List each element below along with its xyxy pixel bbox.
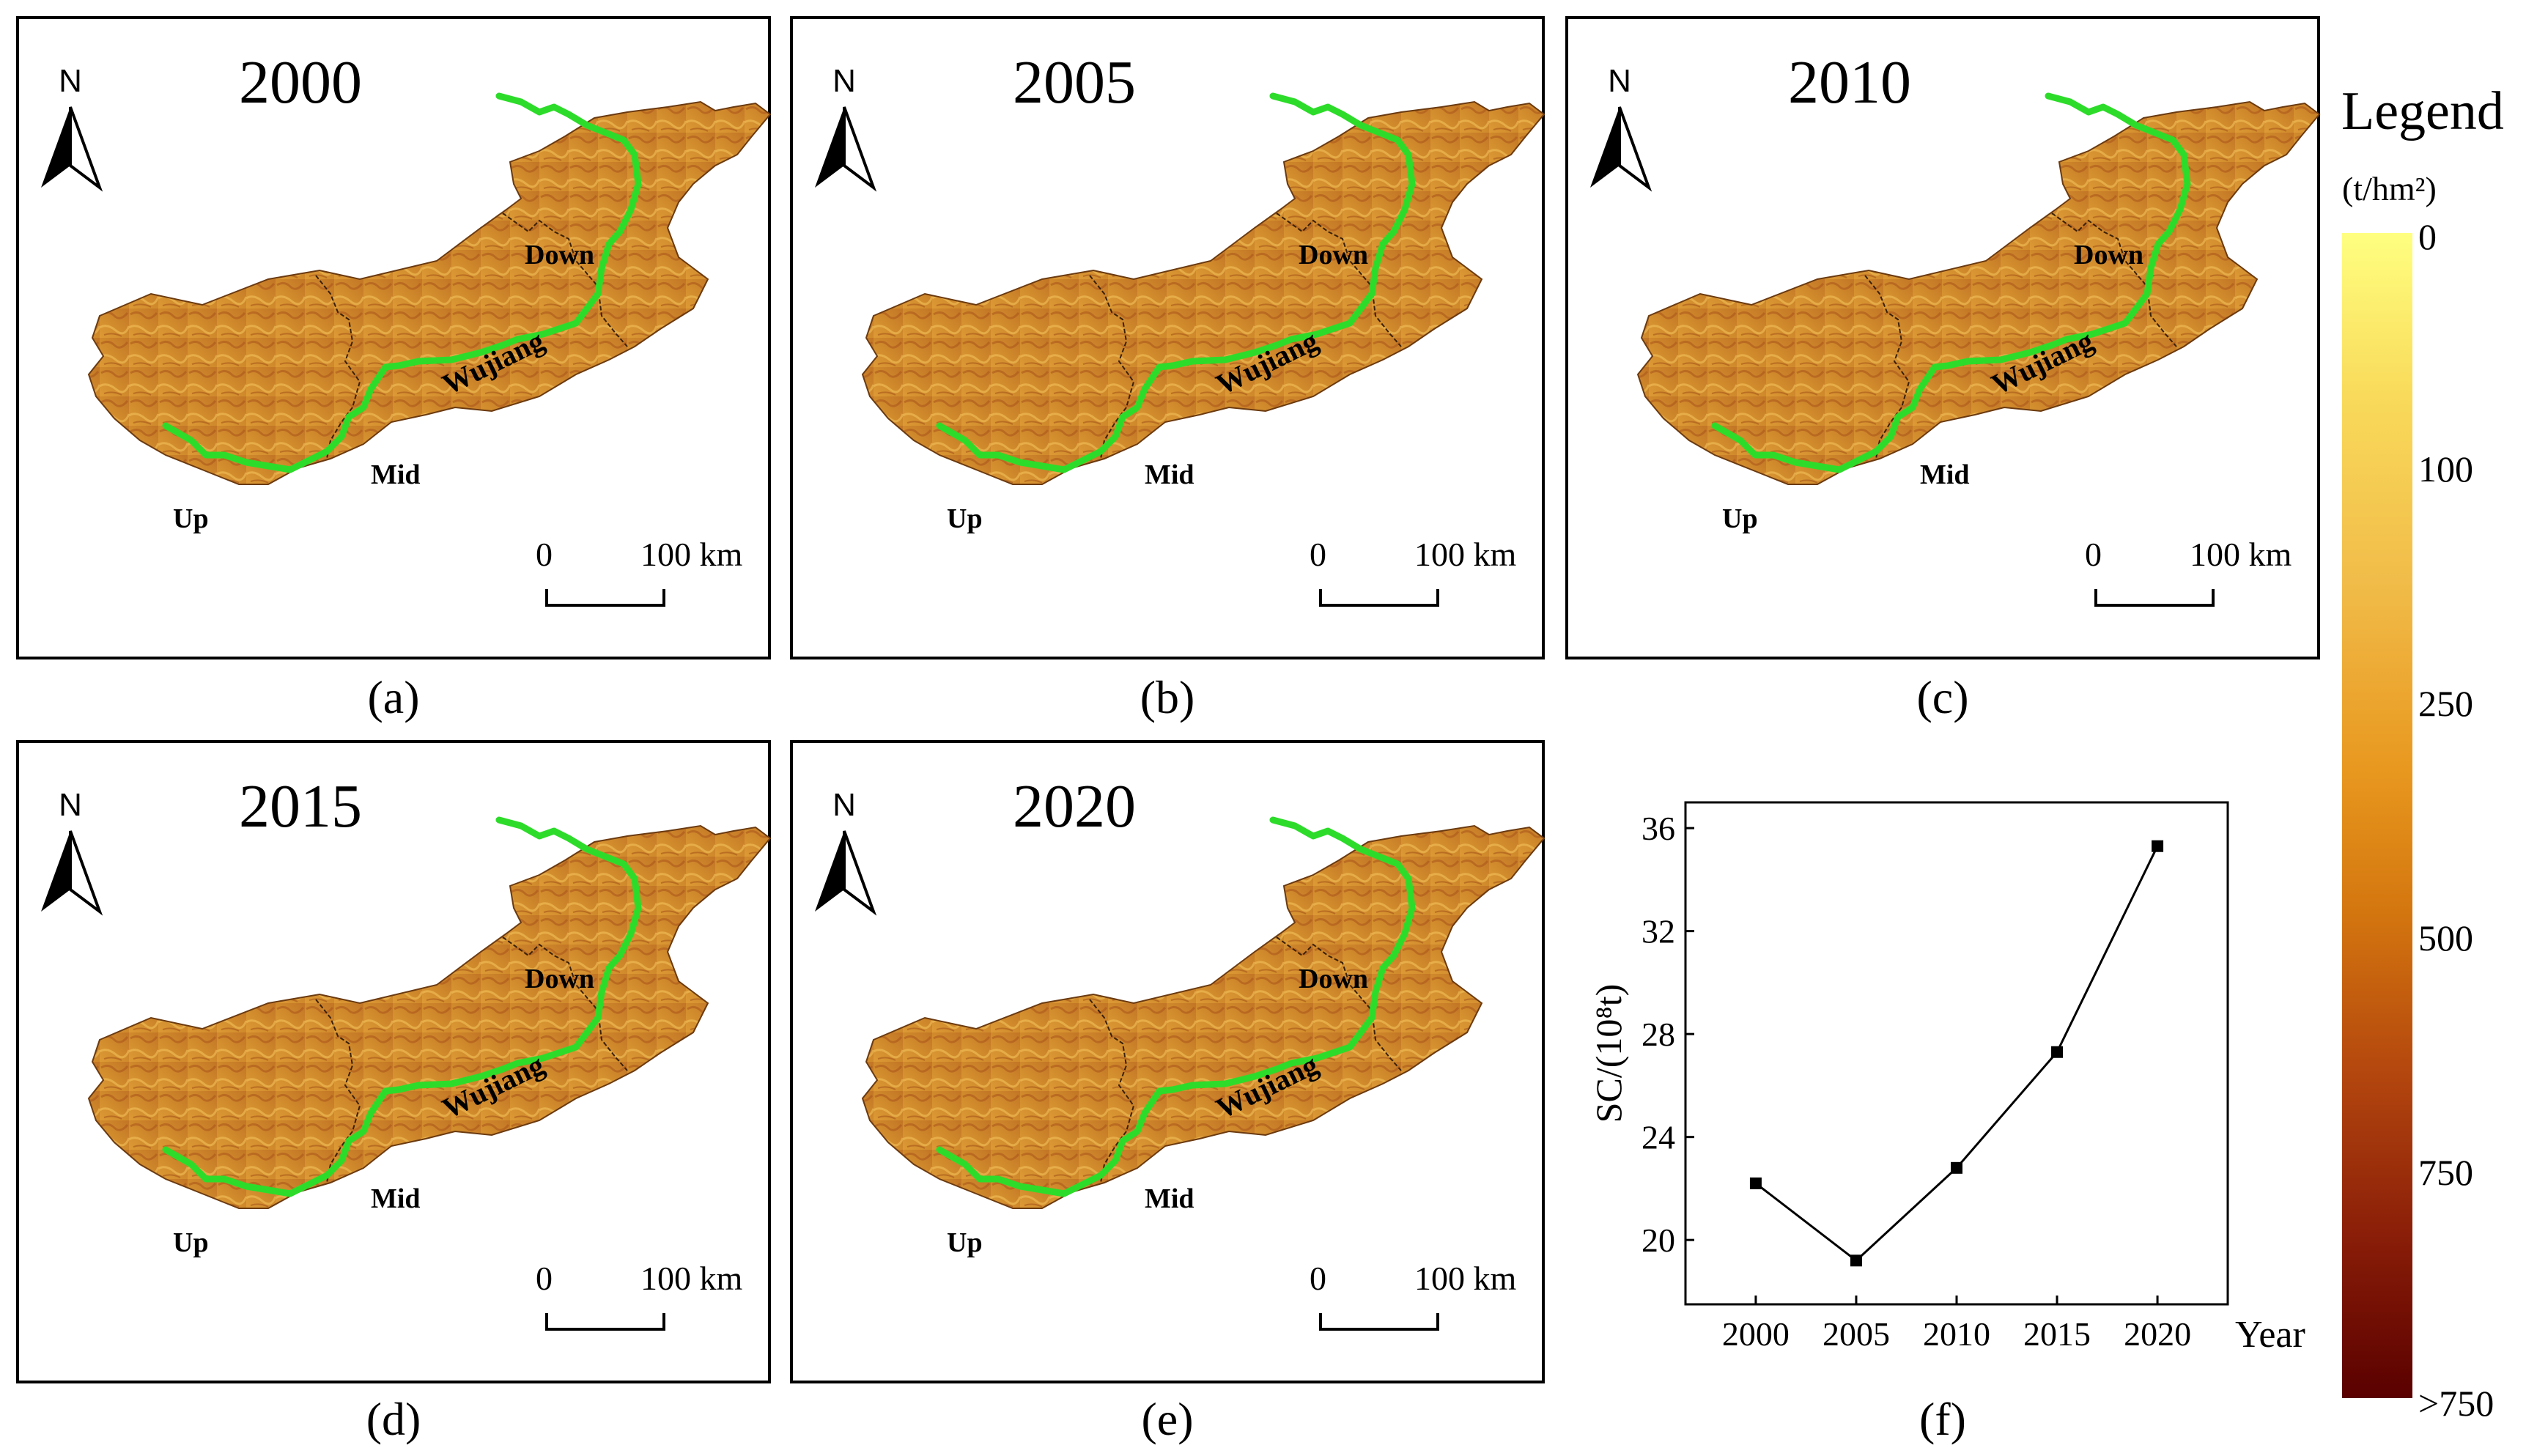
data-point [1850,1254,1862,1267]
scale-line [545,1313,665,1331]
map-year-title: 2020 [1013,772,1136,840]
sc-line-chart: 20 24 28 32 36 2000 2005 2010 2015 2020 Year SC/(10… [1588,801,2305,1356]
label-down: Down [525,240,595,270]
north-arrow-icon [813,829,875,913]
north-arrow-icon [40,106,101,189]
label-down: Down [2074,240,2144,270]
map-panel-2010: N 2010 Down Wujiang Mid Up 0 100 km [1565,16,2320,659]
map-panel-2020: N 2020 Down Wujiang Mid Up 0 100 km [790,740,1545,1383]
x-tick-label: 2000 [1722,1315,1790,1353]
label-mid: Mid [1920,459,1970,490]
scale-zero: 0 [1310,1260,1326,1297]
scale-line [545,589,665,607]
scale-max: 100 km [1414,1260,1517,1297]
north-arrow-icon [1589,106,1650,189]
scale-line [1319,1313,1439,1331]
map-year-title: 2005 [1013,48,1136,117]
label-mid: Mid [371,1183,421,1214]
y-tick-label: 32 [1642,913,1675,950]
x-tick-label: 2020 [2124,1315,2191,1353]
x-axis-label: Year [2235,1314,2305,1356]
scale-bar: 0 100 km [532,1262,767,1350]
scale-zero: 0 [536,536,553,573]
label-mid: Mid [1145,1183,1194,1214]
scale-max: 100 km [640,1260,743,1297]
data-point [2152,840,2164,852]
x-tick-label: 2015 [2023,1315,2091,1353]
north-arrow-icon [40,829,101,913]
plot-frame [1684,801,2229,1306]
scale-zero: 0 [2085,536,2102,573]
map-year-title: 2015 [239,772,362,840]
north-label: N [832,787,856,823]
scale-bar: 0 100 km [2081,538,2316,626]
label-down: Down [1299,240,1369,270]
legend-color-ramp [2342,233,2412,1398]
label-mid: Mid [1145,459,1194,490]
scale-bar: 0 100 km [1306,538,1540,626]
scale-max: 100 km [640,536,743,573]
north-label: N [59,787,82,823]
map-panel-2005: N 2005 Down Wujiang Mid Up 0 100 km [790,16,1545,659]
scale-zero: 0 [536,1260,553,1297]
scale-max: 100 km [2190,536,2292,573]
legend-tick: 100 [2418,448,2473,489]
north-label: N [832,63,856,99]
scale-line [1319,589,1439,607]
label-down: Down [1299,964,1369,994]
label-down: Down [525,964,595,994]
label-up: Up [947,1227,983,1258]
legend-tick: 0 [2418,216,2437,257]
north-label: N [1608,63,1631,99]
caption-b: (b) [1140,671,1195,723]
label-up: Up [173,1227,209,1258]
map-year-title: 2010 [1788,48,1911,117]
scale-line [2094,589,2215,607]
scale-zero: 0 [1310,536,1326,573]
legend-tick: 750 [2418,1152,2473,1193]
y-tick-label: 20 [1642,1222,1675,1259]
caption-c: (c) [1916,671,1969,723]
label-up: Up [1722,503,1758,534]
legend-unit: (t/hm²) [2342,170,2437,207]
x-tick-label: 2010 [1923,1315,1990,1353]
y-tick-label: 24 [1642,1119,1675,1156]
caption-a: (a) [367,671,420,723]
label-up: Up [173,503,209,534]
legend-tick: 500 [2418,917,2473,958]
caption-d: (d) [366,1393,421,1445]
x-tick-label: 2005 [1823,1315,1890,1353]
north-label: N [59,63,82,99]
caption-f: (f) [1919,1393,1966,1445]
legend-tick: 250 [2418,683,2473,724]
y-tick-label: 36 [1642,810,1675,847]
north-arrow-icon [813,106,875,189]
label-mid: Mid [371,459,421,490]
data-point [2051,1046,2064,1058]
y-axis-label: SC/(10⁸t) [1588,984,1629,1123]
scale-bar: 0 100 km [532,538,767,626]
caption-e: (e) [1141,1393,1194,1445]
data-point [1749,1177,1762,1189]
map-panel-2000: N 2000 Down Wujiang Mid Up 0 100 km [16,16,771,659]
map-panel-2015: N 2015 Down Wujiang Mid Up 0 100 km [16,740,771,1383]
label-up: Up [947,503,983,534]
series-line [1755,846,2159,1263]
data-point [1951,1161,1962,1174]
scale-bar: 0 100 km [1306,1262,1540,1350]
scale-max: 100 km [1414,536,1517,573]
legend-title: Legend [2341,81,2504,141]
map-year-title: 2000 [239,48,362,117]
y-tick-label: 28 [1642,1016,1675,1053]
legend-tick: >750 [2418,1383,2494,1424]
